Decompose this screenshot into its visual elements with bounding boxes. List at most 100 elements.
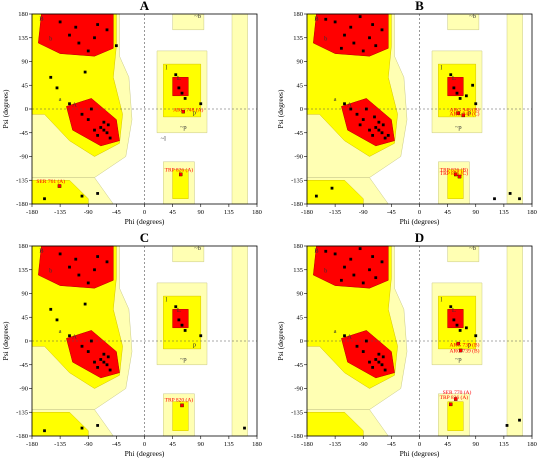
y-tick-label: 90 [297, 59, 304, 66]
y-tick-label: 0 [25, 106, 28, 113]
residue-point [349, 257, 353, 261]
residue-point [199, 102, 203, 106]
residue-point [102, 360, 106, 364]
y-tick-label: -135 [291, 409, 303, 416]
outlier-point [57, 184, 62, 188]
core-region [447, 77, 464, 97]
residue-point [43, 197, 46, 201]
residue-point [183, 329, 187, 332]
residue-point [518, 197, 521, 201]
residue-point [183, 97, 187, 100]
residue-point [368, 360, 371, 364]
residue-point [49, 75, 53, 79]
region-label: ~l [161, 136, 167, 143]
x-tick-label: -135 [329, 441, 341, 448]
x-tick-label: 180 [527, 441, 537, 448]
region-label: b [324, 267, 327, 274]
residue-point [383, 136, 387, 140]
x-tick-label: 45 [169, 441, 176, 448]
residue-point [49, 307, 53, 311]
residue-point [352, 41, 356, 45]
residue-point [102, 128, 106, 132]
region-label: B [39, 247, 44, 254]
y-tick-label: -180 [16, 201, 28, 208]
residue-point [68, 33, 71, 37]
x-tick-label: 0 [143, 209, 146, 216]
residue-point [108, 136, 112, 140]
residue-point [355, 344, 359, 348]
y-tick-label: 180 [18, 243, 28, 250]
residue-point [380, 131, 384, 135]
residue-point [508, 192, 512, 195]
residue-point [96, 23, 100, 26]
residue-annotation: ARG 748 (A) [173, 107, 203, 114]
residue-point [96, 133, 100, 137]
y-tick-label: -135 [16, 177, 28, 184]
y-tick-label: 135 [18, 267, 28, 274]
x-tick-label: 135 [499, 441, 509, 448]
region-label: p [468, 109, 471, 116]
residue-annotation: TRP 826 (B) [440, 166, 468, 173]
y-tick-label: 45 [297, 82, 304, 89]
residue-point [333, 252, 337, 256]
y-tick-label: -180 [291, 201, 303, 208]
ramachandran-plot: -180 -135 -90 -45 0 45 90 135 180 180 135 90 45 0 -45 -… [1, 11, 262, 226]
residue-point [77, 41, 81, 45]
y-tick-label: 0 [25, 338, 28, 345]
residue-point [114, 44, 118, 48]
y-tick-label: 135 [18, 35, 28, 42]
region-label: ~p [455, 124, 462, 131]
residue-point [458, 97, 462, 100]
residue-point [464, 94, 468, 98]
outlier-point [178, 172, 183, 177]
residue-point [105, 28, 109, 32]
region-label: a [334, 328, 337, 335]
x-axis-label: Phi (degrees) [400, 217, 440, 226]
residue-point [243, 426, 246, 430]
residue-point [324, 17, 328, 21]
residue-point [364, 339, 368, 343]
residue-point [96, 255, 100, 258]
residue-annotation: TRP 826 (C) [440, 170, 468, 177]
residue-point [105, 131, 109, 135]
residue-point [471, 83, 475, 87]
residue-point [102, 352, 106, 356]
ramachandran-panel-b: B -180 -135 -90 -45 0 45 90 135 180 180 135 90 45 0 -45… [275, 0, 550, 232]
residue-point [80, 344, 84, 348]
y-axis-label: Psi (degrees) [276, 89, 285, 128]
residue-point [371, 133, 375, 137]
outlier-point [456, 111, 460, 115]
x-tick-label: 45 [444, 441, 451, 448]
region-label: A [347, 333, 352, 340]
x-tick-label: -135 [54, 441, 66, 448]
outlier-point [448, 402, 453, 407]
region-label: B [39, 15, 44, 22]
y-tick-label: -180 [291, 433, 303, 440]
residue-point [99, 126, 103, 129]
panel-label: A [139, 0, 150, 13]
residue-point [343, 102, 346, 106]
residue-point [377, 360, 381, 364]
residue-point [452, 86, 456, 90]
outlier-point [461, 113, 465, 118]
residue-point [374, 126, 378, 129]
x-axis-label: Phi (degrees) [125, 449, 165, 458]
x-tick-label: -90 [84, 441, 93, 448]
region-label: b [324, 35, 327, 42]
residue-point [96, 424, 100, 427]
residue-point [374, 358, 378, 361]
residue-point [377, 128, 381, 132]
y-tick-label: -45 [294, 130, 303, 137]
x-tick-label: 180 [527, 209, 537, 216]
residue-annotation: ARG 739 (B) [450, 348, 480, 355]
residue-point [83, 70, 87, 74]
residue-point [449, 305, 453, 309]
residue-point [108, 368, 112, 372]
y-tick-label: 90 [297, 291, 304, 298]
y-tick-label: -45 [19, 362, 28, 369]
region-label: l [165, 296, 167, 303]
x-tick-label: -135 [54, 209, 66, 216]
region-label: B [314, 247, 319, 254]
y-tick-label: 0 [300, 338, 303, 345]
x-tick-label: 90 [198, 441, 205, 448]
